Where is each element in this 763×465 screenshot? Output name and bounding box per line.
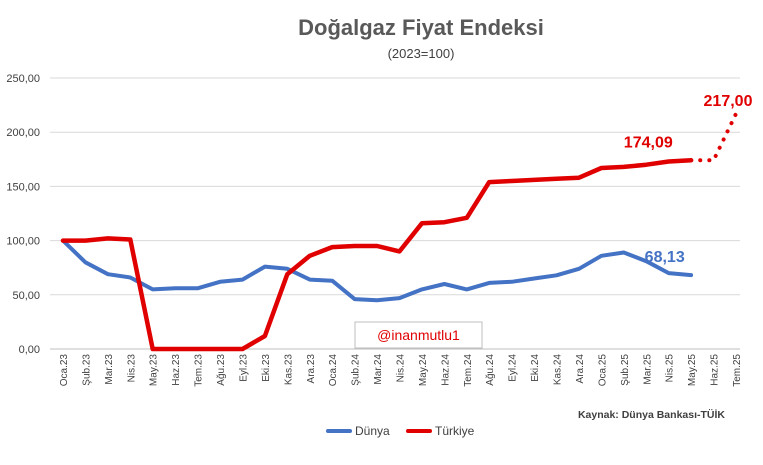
x-tick-label: Mar.23 bbox=[104, 354, 115, 385]
x-tick-label: Haz.23 bbox=[171, 354, 182, 386]
x-tick-label: Oca.24 bbox=[328, 354, 339, 387]
y-tick-label: 0,00 bbox=[19, 344, 40, 356]
data-labels: 68,13 174,09 217,00 bbox=[624, 93, 753, 266]
x-tick-label: Eyl.23 bbox=[238, 354, 249, 382]
y-tick-label: 100,00 bbox=[6, 236, 40, 248]
x-tick-label: Ağu.24 bbox=[485, 354, 496, 386]
y-tick-label: 150,00 bbox=[6, 181, 40, 193]
x-tick-label: Ara.23 bbox=[306, 354, 317, 384]
x-tick-label: Nis.24 bbox=[396, 354, 407, 383]
y-axis: 0,00 50,00 100,00 150,00 200,00 250,00 bbox=[6, 73, 40, 356]
legend: Dünya Türkiye bbox=[326, 424, 475, 438]
x-tick-label: Ağu.23 bbox=[216, 354, 227, 386]
y-tick-label: 250,00 bbox=[6, 73, 40, 85]
x-tick-label: Şub.24 bbox=[351, 354, 362, 386]
y-tick-label: 50,00 bbox=[12, 290, 40, 302]
source-text: Kaynak: Dünya Bankası-TÜİK bbox=[578, 408, 725, 421]
x-tick-label: Tem.24 bbox=[463, 354, 474, 387]
x-tick-label: Kas.23 bbox=[283, 354, 294, 386]
x-tick-label: May.23 bbox=[149, 354, 160, 386]
x-tick-label: Şub.23 bbox=[81, 354, 92, 386]
label-projection: 217,00 bbox=[704, 93, 753, 110]
x-tick-label: May.24 bbox=[418, 354, 429, 386]
x-tick-label: Ara.24 bbox=[575, 354, 586, 384]
x-tick-label: Şub.25 bbox=[620, 354, 631, 386]
x-tick-label: Nis.25 bbox=[665, 354, 676, 383]
x-tick-label: Kas.24 bbox=[553, 354, 564, 386]
annotation-box: @inanmutlu1 bbox=[354, 321, 483, 349]
x-tick-label: Mar.24 bbox=[373, 354, 384, 385]
x-tick-label: Tem.25 bbox=[732, 354, 743, 387]
x-axis: Oca.23 Şub.23 Mar.23 Nis.23 May.23 Haz.23 Tem.… bbox=[59, 354, 743, 387]
x-tick-label: Haz.24 bbox=[440, 354, 451, 386]
chart-title: Doğalgaz Fiyat Endeksi bbox=[298, 15, 544, 40]
y-tick-label: 200,00 bbox=[6, 127, 40, 139]
annotation-text: @inanmutlu1 bbox=[377, 327, 460, 343]
x-tick-label: Eki.23 bbox=[261, 354, 272, 382]
x-tick-label: Nis.23 bbox=[126, 354, 137, 383]
x-tick-label: Oca.25 bbox=[597, 354, 608, 387]
label-turkiye-last: 174,09 bbox=[624, 134, 673, 151]
x-tick-label: Mar.25 bbox=[642, 354, 653, 385]
series-line-dunya bbox=[61, 238, 694, 303]
legend-label-dunya: Dünya bbox=[355, 424, 390, 438]
x-tick-label: Tem.23 bbox=[194, 354, 205, 387]
series-lines bbox=[60, 111, 738, 352]
x-tick-label: Eki.24 bbox=[530, 354, 541, 382]
gridlines bbox=[50, 77, 740, 350]
x-tick-label: May.25 bbox=[687, 354, 698, 386]
legend-label-turkiye: Türkiye bbox=[435, 424, 475, 438]
chart-subtitle: (2023=100) bbox=[388, 46, 455, 61]
x-tick-label: Oca.23 bbox=[59, 354, 70, 387]
x-tick-label: Eyl.24 bbox=[508, 354, 519, 382]
projection-line bbox=[689, 111, 738, 163]
series-line-turkiye bbox=[60, 158, 694, 352]
x-tick-label: Haz.25 bbox=[710, 354, 721, 386]
label-dunya-last: 68,13 bbox=[645, 249, 685, 266]
